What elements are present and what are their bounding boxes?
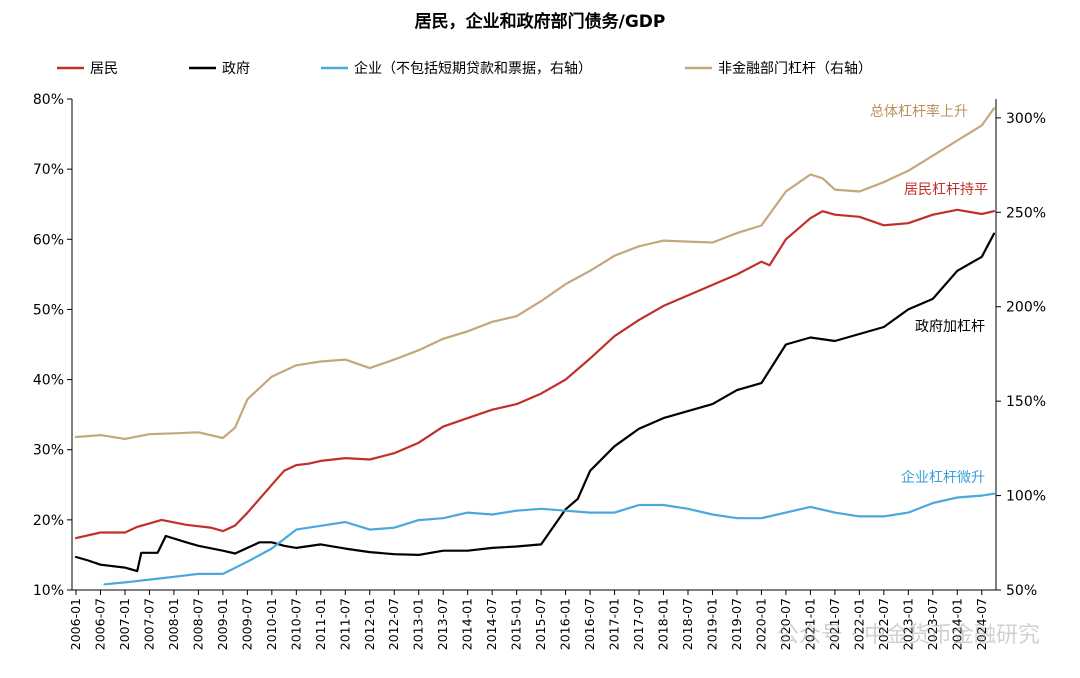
series-line-corporate	[103, 492, 996, 586]
x-tick-label: 2014-07	[484, 598, 499, 650]
x-tick-label: 2015-07	[533, 598, 548, 650]
y-right-tick-label: 250%	[1006, 205, 1046, 221]
watermark: 公众号 · 中金货币金融研究	[777, 623, 1040, 648]
x-tick-label: 2018-01	[656, 598, 671, 650]
x-tick-label: 2023-01	[900, 598, 915, 650]
x-tick-label: 2021-01	[802, 598, 817, 650]
y-right-tick-label: 150%	[1006, 394, 1046, 410]
annotation-government-leverage: 政府加杠杆	[915, 319, 985, 335]
x-tick-label: 2019-01	[704, 598, 719, 650]
x-tick-label: 2019-07	[729, 598, 744, 650]
y-right-tick-label: 100%	[1006, 489, 1046, 505]
y-left-tick-label: 30%	[33, 443, 64, 459]
x-tick-label: 2013-01	[411, 598, 426, 650]
y-right-tick-label: 50%	[1006, 583, 1037, 599]
annotation-corporate-rise: 企业杠杆微升	[901, 469, 985, 486]
x-tick-label: 2023-07	[925, 598, 940, 650]
y-left-tick-label: 50%	[33, 302, 64, 318]
series-lines	[74, 107, 996, 586]
x-tick-label: 2024-07	[974, 598, 989, 650]
y-left-tick-label: 80%	[33, 92, 64, 108]
y-right-tick-label: 200%	[1006, 300, 1046, 316]
legend-label-nonfinancial: 非金融部门杠杆（右轴）	[718, 61, 872, 77]
x-tick-label: 2011-07	[337, 598, 352, 650]
x-tick-label: 2012-01	[362, 598, 377, 650]
x-tick-label: 2024-01	[949, 598, 964, 650]
legend: 居民 政府 企业（不包括短期贷款和票据，右轴） 非金融部门杠杆（右轴）	[57, 60, 872, 77]
x-tick-label: 2020-01	[753, 598, 768, 650]
x-tick-label: 2017-01	[607, 598, 622, 650]
x-tick-label: 2006-01	[68, 598, 83, 650]
y-left-tick-label: 70%	[33, 162, 64, 178]
annotation-residents-flat: 居民杠杆持平	[904, 182, 988, 198]
y-right-tick-label: 300%	[1006, 111, 1046, 127]
series-line-nonfinancial	[74, 107, 996, 440]
x-tick-label: 2016-07	[582, 598, 597, 650]
x-tick-label: 2008-07	[190, 598, 205, 650]
y-left-tick-label: 10%	[33, 583, 64, 599]
x-tick-label: 2017-07	[631, 598, 646, 650]
legend-label-corporate: 企业（不包括短期贷款和票据，右轴）	[354, 60, 592, 77]
x-tick-label: 2011-01	[313, 598, 328, 650]
x-tick-label: 2020-07	[778, 598, 793, 650]
y-left-tick-label: 40%	[33, 373, 64, 389]
annotation-total-leverage: 总体杠杆率上升	[870, 103, 968, 120]
x-tick-label: 2022-07	[876, 598, 891, 650]
x-tick-label: 2009-01	[215, 598, 230, 650]
legend-label-government: 政府	[222, 61, 250, 77]
x-tick-label: 2009-07	[239, 598, 254, 650]
y-left-tick-label: 20%	[33, 513, 64, 529]
x-tick-label: 2015-01	[509, 598, 524, 650]
chart-title: 居民，企业和政府部门债务/GDP	[415, 11, 666, 32]
x-tick-label: 2012-07	[386, 598, 401, 650]
y-left-tick-label: 60%	[33, 232, 64, 248]
x-tick-label: 2016-01	[558, 598, 573, 650]
x-tick-label: 2014-01	[460, 598, 475, 650]
x-tick-label: 2021-07	[827, 598, 842, 650]
legend-label-residents: 居民	[90, 61, 118, 77]
x-tick-label: 2008-01	[166, 598, 181, 650]
x-tick-label: 2022-01	[851, 598, 866, 650]
x-tick-label: 2007-07	[141, 598, 156, 650]
x-tick-label: 2010-01	[264, 598, 279, 650]
x-tick-label: 2007-01	[117, 598, 132, 650]
series-line-residents	[74, 208, 996, 540]
x-tick-label: 2013-07	[435, 598, 450, 650]
series-line-government	[74, 232, 996, 573]
axes: 10% 20% 30% 40% 50% 60% 70% 80% 50% 100% 150% 200% 2…	[33, 92, 1046, 650]
x-tick-label: 2018-07	[680, 598, 695, 650]
x-tick-label: 2010-07	[288, 598, 303, 650]
x-tick-label: 2006-07	[92, 598, 107, 650]
